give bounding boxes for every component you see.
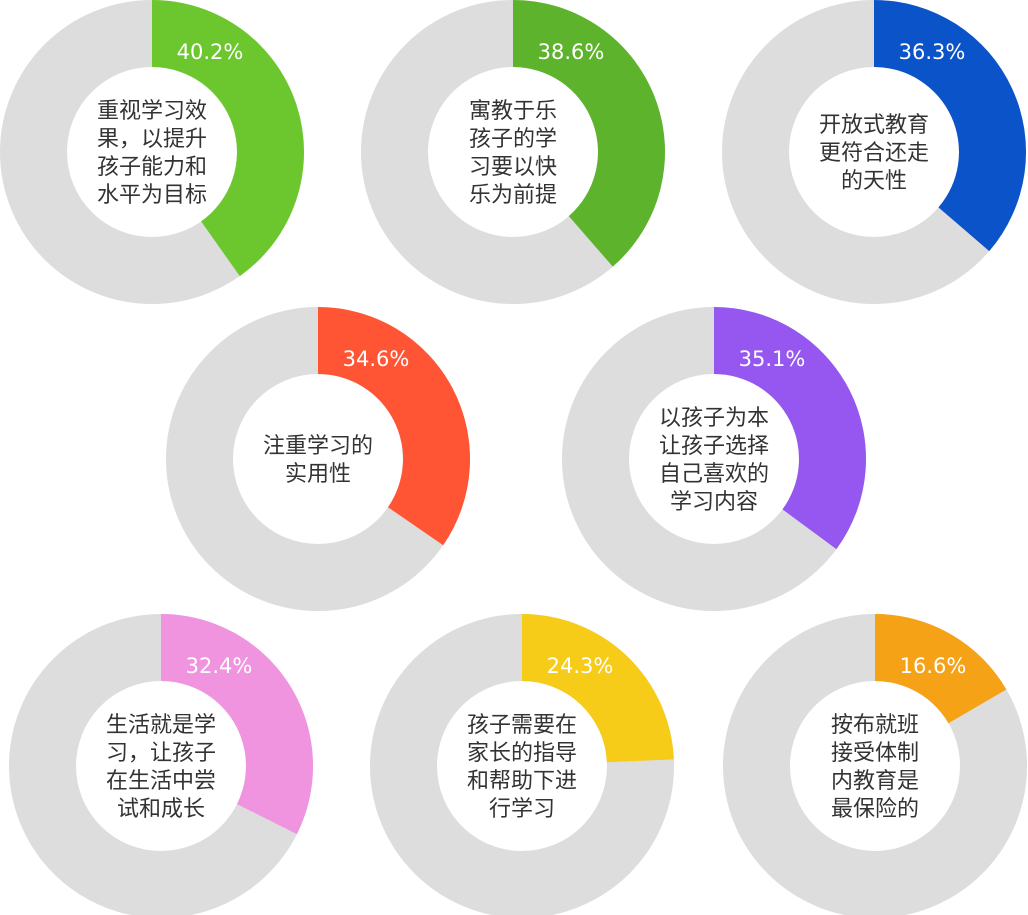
- donut-center-label-line: 学习内容: [670, 490, 758, 515]
- donut-center-label-line: 最保险的: [831, 797, 919, 822]
- donut-center-label-line: 生活就是学: [106, 713, 216, 738]
- donut-center-label-line: 和帮助下进: [467, 769, 577, 794]
- donut-percent-label: 35.1%: [739, 347, 806, 371]
- donut-value-slice: [714, 307, 867, 550]
- donut-center-label-line: 自己喜欢的: [659, 462, 769, 487]
- donut-value-slice: [875, 614, 1007, 724]
- donut-center-label-line: 让孩子选择: [659, 434, 769, 459]
- donut-percent-label: 32.4%: [186, 654, 253, 678]
- donut-center-label-line: 实用性: [285, 462, 351, 487]
- donut-center-label-line: 习要以快: [469, 155, 557, 180]
- donut-center-label-line: 孩子的学: [469, 127, 557, 152]
- donut-center-label-line: 以孩子为本: [659, 406, 769, 431]
- donut-center-label-line: 孩子能力和: [97, 155, 207, 180]
- donut-center-label-line: 习，让孩子: [106, 741, 216, 766]
- donut-percent-label: 40.2%: [177, 40, 244, 64]
- donut-percent-label: 16.6%: [900, 654, 967, 678]
- donut-value-slice: [318, 307, 470, 546]
- donut-percent-label: 24.3%: [547, 654, 614, 678]
- donut-percent-label: 34.6%: [343, 347, 410, 371]
- donut-value-slice: [513, 0, 665, 267]
- donut-center-label-line: 内教育是: [831, 769, 919, 794]
- donut-center-label-line: 乐为前提: [469, 183, 557, 208]
- donut-value-slice: [152, 0, 305, 277]
- donut-center-label-line: 水平为目标: [97, 183, 207, 208]
- donut-center-label-line: 家长的指导: [467, 741, 577, 766]
- donut-value-slice: [522, 614, 674, 763]
- donut-center-label-line: 果，以提升: [97, 127, 207, 152]
- donut-center-label-line: 重视学习效: [97, 99, 207, 124]
- donut-center-label-line: 接受体制: [831, 741, 919, 766]
- donut-center-label-line: 开放式教育: [819, 113, 929, 138]
- donut-center-label-line: 行学习: [489, 797, 555, 822]
- donut-center-label-line: 孩子需要在: [467, 713, 577, 738]
- donut-center-label-line: 寓教于乐: [469, 99, 557, 124]
- donut-center-label-line: 按布就班: [831, 713, 919, 738]
- donut-center-label-line: 在生活中尝: [106, 769, 216, 794]
- donut-center-label-line: 试和成长: [117, 797, 205, 822]
- donut-percent-label: 38.6%: [538, 40, 605, 64]
- donut-percent-label: 36.3%: [899, 40, 966, 64]
- donut-value-slice: [874, 0, 1026, 252]
- donut-center-label-line: 注重学习的: [263, 434, 373, 459]
- donut-center-label-line: 更符合还走: [819, 141, 929, 166]
- donut-value-slice: [161, 614, 313, 835]
- donut-center-label-line: 的天性: [841, 169, 907, 194]
